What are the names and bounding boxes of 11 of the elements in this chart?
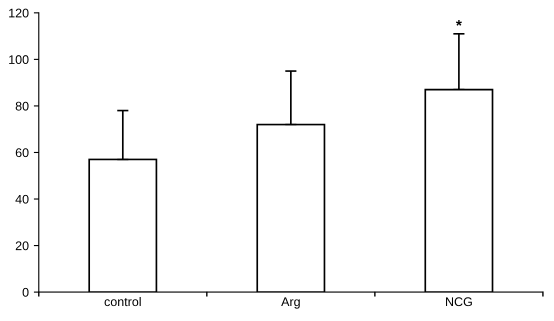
x-tick-label: Arg bbox=[281, 297, 300, 309]
x-tick-label: control bbox=[104, 296, 141, 306]
y-tick-label: 0 bbox=[22, 288, 29, 297]
x-tick-label: NCG bbox=[446, 297, 472, 306]
y-tick-label: 20 bbox=[16, 241, 29, 250]
annotation: * bbox=[456, 20, 462, 26]
y-tick-label: 40 bbox=[15, 194, 29, 204]
y-tick-label: 80 bbox=[16, 102, 29, 111]
y-tick-label: 100 bbox=[9, 55, 29, 64]
y-tick-label: 60 bbox=[16, 148, 29, 158]
y-tick-label: 120 bbox=[9, 8, 29, 18]
